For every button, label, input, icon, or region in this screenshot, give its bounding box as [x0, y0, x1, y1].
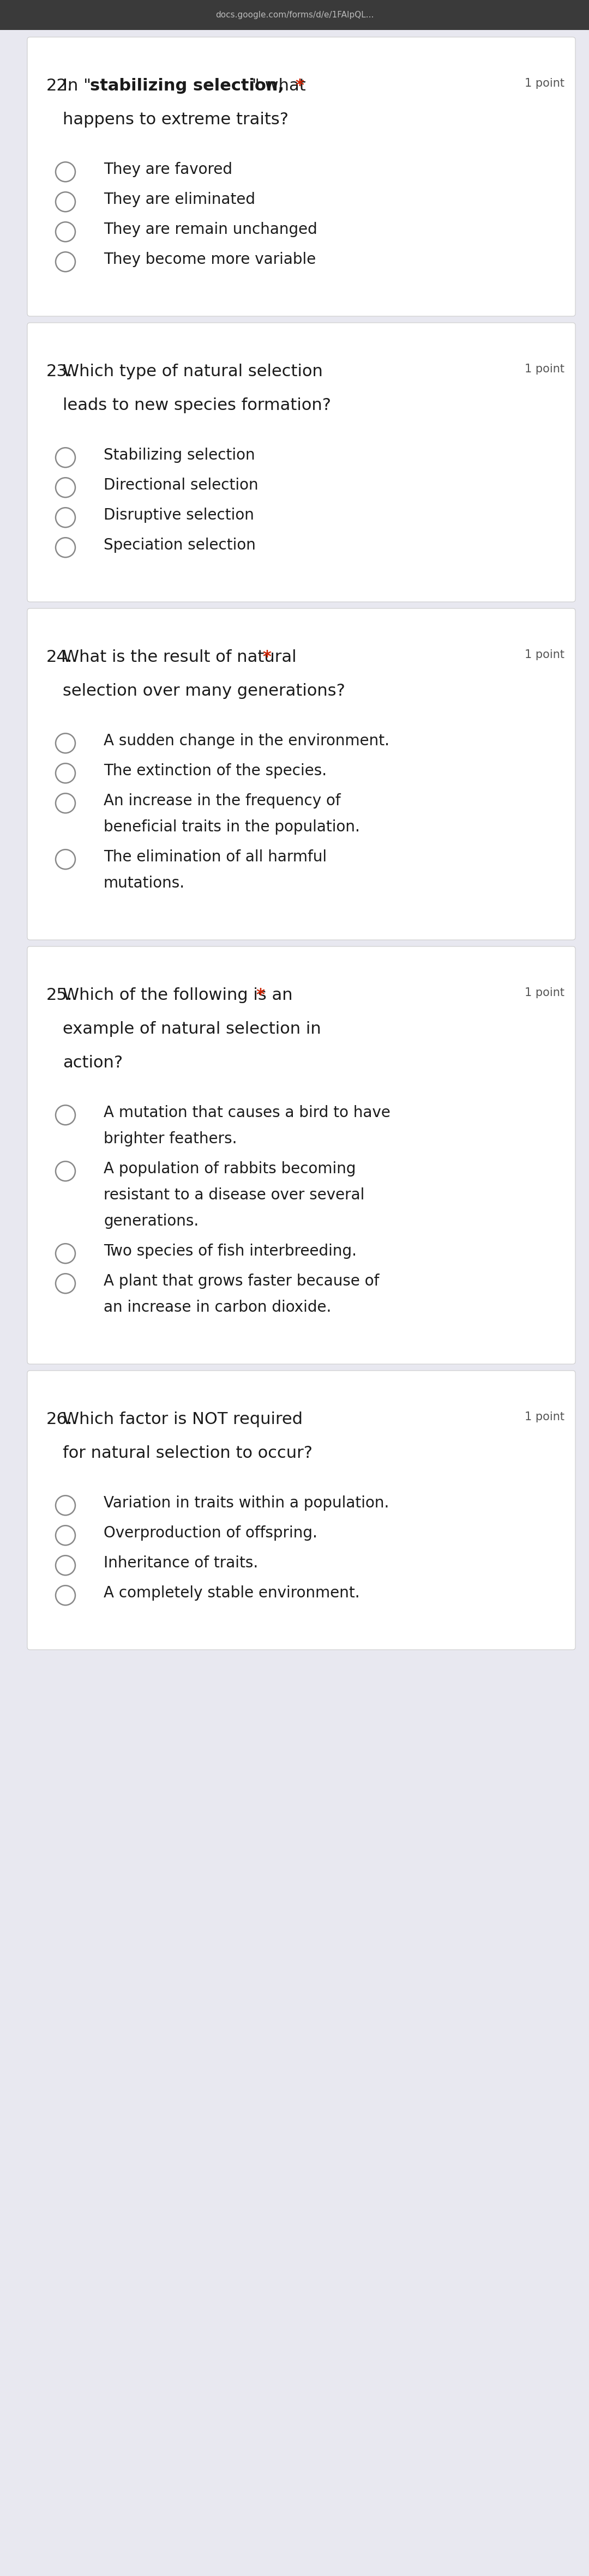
Text: They are favored: They are favored: [104, 162, 232, 178]
Text: mutations.: mutations.: [104, 876, 185, 891]
Text: for natural selection to occur?: for natural selection to occur?: [62, 1445, 313, 1461]
Text: Inheritance of traits.: Inheritance of traits.: [104, 1556, 258, 1571]
Text: The elimination of all harmful: The elimination of all harmful: [104, 850, 327, 866]
Text: an increase in carbon dioxide.: an increase in carbon dioxide.: [104, 1301, 331, 1314]
Text: happens to extreme traits?: happens to extreme traits?: [62, 111, 289, 129]
Text: A plant that grows faster because of: A plant that grows faster because of: [104, 1273, 379, 1288]
Text: A sudden change in the environment.: A sudden change in the environment.: [104, 734, 389, 750]
Text: In ": In ": [62, 77, 91, 93]
Text: *: *: [263, 649, 272, 665]
Text: 25.: 25.: [47, 987, 72, 1002]
Text: Variation in traits within a population.: Variation in traits within a population.: [104, 1497, 389, 1510]
Text: 1 point: 1 point: [525, 363, 564, 374]
Text: *: *: [295, 77, 304, 93]
Text: A mutation that causes a bird to have: A mutation that causes a bird to have: [104, 1105, 391, 1121]
Text: A population of rabbits becoming: A population of rabbits becoming: [104, 1162, 356, 1177]
Text: stabilizing selection,: stabilizing selection,: [90, 77, 284, 93]
Text: A completely stable environment.: A completely stable environment.: [104, 1584, 360, 1600]
Text: brighter feathers.: brighter feathers.: [104, 1131, 237, 1146]
Text: Two species of fish interbreeding.: Two species of fish interbreeding.: [104, 1244, 357, 1260]
Text: 1 point: 1 point: [525, 649, 564, 659]
Text: 24.: 24.: [47, 649, 72, 665]
Text: 26.: 26.: [47, 1412, 72, 1427]
FancyBboxPatch shape: [0, 0, 589, 31]
FancyBboxPatch shape: [27, 1370, 575, 1649]
Text: 1 point: 1 point: [525, 987, 564, 999]
Text: Overproduction of offspring.: Overproduction of offspring.: [104, 1525, 317, 1540]
Text: Which type of natural selection: Which type of natural selection: [62, 363, 323, 379]
Text: Directional selection: Directional selection: [104, 477, 259, 492]
Text: Which factor is NOT required: Which factor is NOT required: [62, 1412, 303, 1427]
FancyBboxPatch shape: [27, 608, 575, 940]
Text: Stabilizing selection: Stabilizing selection: [104, 448, 255, 464]
Text: They are eliminated: They are eliminated: [104, 191, 255, 206]
Text: example of natural selection in: example of natural selection in: [62, 1020, 321, 1038]
Text: " what: " what: [252, 77, 306, 93]
Text: selection over many generations?: selection over many generations?: [62, 683, 345, 698]
Text: Which of the following is an: Which of the following is an: [62, 987, 293, 1002]
Text: beneficial traits in the population.: beneficial traits in the population.: [104, 819, 360, 835]
Text: They are remain unchanged: They are remain unchanged: [104, 222, 317, 237]
Text: *: *: [256, 987, 264, 1002]
FancyBboxPatch shape: [27, 322, 575, 603]
Text: What is the result of natural: What is the result of natural: [62, 649, 296, 665]
Text: They become more variable: They become more variable: [104, 252, 316, 268]
Text: Disruptive selection: Disruptive selection: [104, 507, 254, 523]
Text: An increase in the frequency of: An increase in the frequency of: [104, 793, 340, 809]
Text: leads to new species formation?: leads to new species formation?: [62, 397, 331, 412]
Text: 1 point: 1 point: [525, 77, 564, 88]
Text: resistant to a disease over several: resistant to a disease over several: [104, 1188, 365, 1203]
Text: action?: action?: [62, 1056, 123, 1072]
FancyBboxPatch shape: [27, 36, 575, 317]
Text: Speciation selection: Speciation selection: [104, 538, 256, 554]
Text: The extinction of the species.: The extinction of the species.: [104, 762, 327, 778]
Text: 1 point: 1 point: [525, 1412, 564, 1422]
Text: 23.: 23.: [47, 363, 73, 379]
Text: docs.google.com/forms/d/e/1FAIpQL...: docs.google.com/forms/d/e/1FAIpQL...: [216, 10, 373, 18]
Text: generations.: generations.: [104, 1213, 198, 1229]
FancyBboxPatch shape: [27, 945, 575, 1365]
Text: 22.: 22.: [47, 77, 72, 93]
